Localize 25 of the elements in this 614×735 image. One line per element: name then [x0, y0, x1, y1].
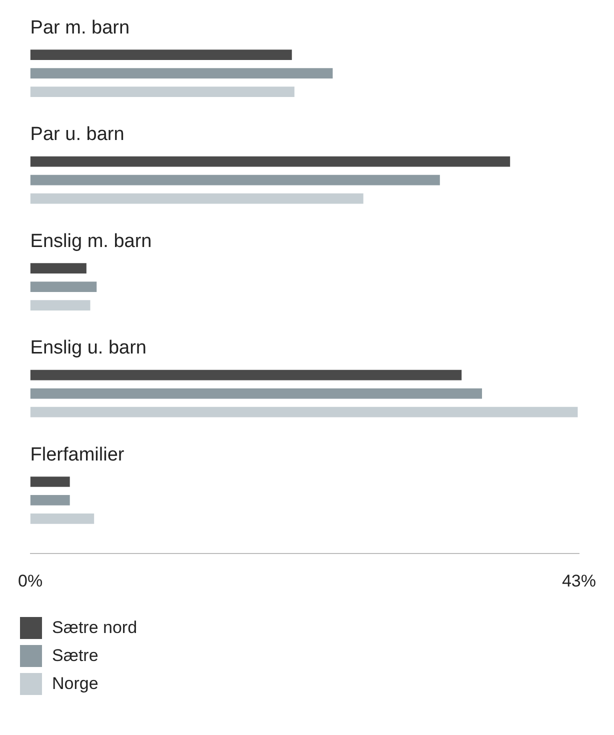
bar — [30, 263, 86, 274]
y-tick-label: Par u. barn — [30, 124, 124, 146]
y-tick-label: Enslig m. barn — [30, 230, 152, 252]
legend-label: Sætre — [52, 646, 98, 666]
legend-label: Norge — [52, 674, 98, 694]
bar — [30, 495, 70, 506]
bar — [30, 370, 462, 380]
y-tick-label: Par m. barn — [30, 17, 130, 38]
bar — [30, 514, 94, 524]
bar — [30, 476, 70, 487]
x-tick-label: 0% — [18, 571, 43, 590]
bar — [30, 68, 333, 79]
bar — [30, 193, 364, 204]
bar — [30, 86, 294, 98]
bar — [30, 282, 97, 292]
bar — [30, 156, 510, 167]
bar — [30, 300, 90, 310]
x-tick-label: 43% — [562, 571, 596, 590]
bar — [30, 406, 578, 418]
bar — [30, 50, 292, 60]
bar — [30, 388, 482, 399]
y-tick-label: Flerfamilier — [30, 444, 125, 466]
legend-label: Sætre nord — [52, 618, 138, 638]
y-tick-label: Enslig u. barn — [30, 338, 146, 359]
bar — [30, 174, 440, 186]
